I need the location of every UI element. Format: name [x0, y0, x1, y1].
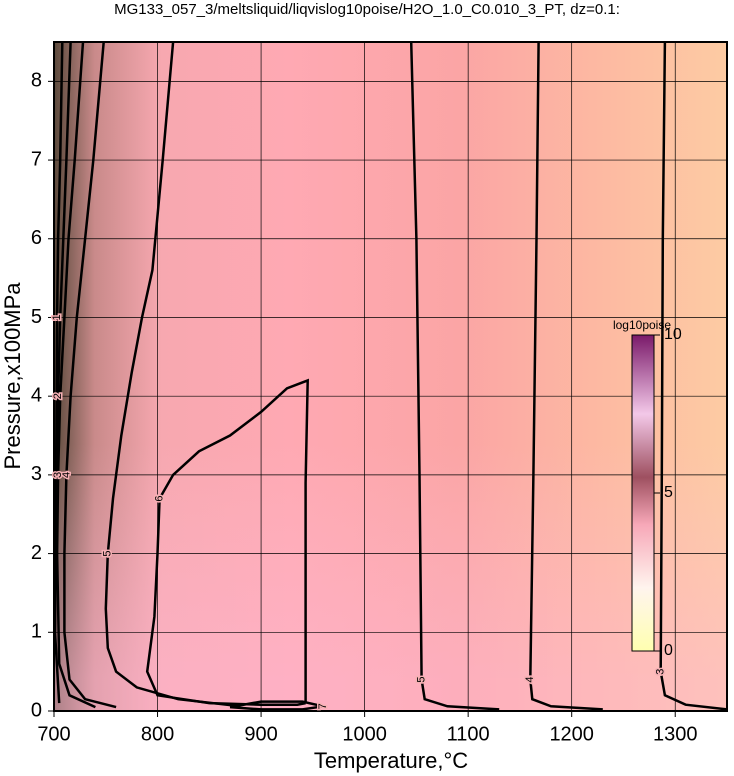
- colorbar: [631, 334, 655, 652]
- y-tick-label: 1: [31, 621, 42, 643]
- contour-label: 7: [317, 703, 329, 709]
- colorbar-tick-label: 0: [664, 642, 673, 659]
- y-tick-label: 4: [31, 384, 42, 406]
- colorbar-label: log10poise: [613, 318, 671, 332]
- field-shade: [54, 42, 727, 711]
- contour-label: 5: [415, 676, 427, 682]
- y-tick-label: 0: [31, 699, 42, 721]
- y-tick-label: 2: [31, 542, 42, 564]
- contour-label: 1: [51, 314, 63, 320]
- chart-title: MG133_057_3/meltsliquid/liqvislog10poise…: [114, 1, 620, 18]
- frame: [53, 41, 728, 712]
- x-tick-label: 1300: [653, 723, 698, 745]
- contour-label: 4: [524, 676, 536, 682]
- x-tick-label: 1100: [447, 723, 490, 745]
- contour-label: 4: [60, 472, 72, 478]
- contour-line: [659, 42, 727, 711]
- contour-line: [529, 42, 603, 711]
- y-tick-label: 5: [31, 306, 42, 328]
- contour-label: 5: [102, 551, 114, 557]
- contour-line: [229, 700, 324, 711]
- contour-label: 3: [52, 472, 64, 478]
- colorbar-tick-label: 5: [664, 484, 673, 501]
- x-axis-label: Temperature,°C: [314, 748, 468, 773]
- contour-label: 3: [655, 669, 667, 675]
- x-tick-label: 900: [244, 723, 277, 745]
- y-tick-label: 8: [31, 70, 42, 92]
- y-axis-label: Pressure,x100MPa: [0, 282, 25, 470]
- contour-label: 6: [154, 495, 166, 501]
- x-tick-label: 1000: [342, 723, 387, 745]
- y-tick-label: 7: [31, 148, 42, 170]
- contours: [54, 42, 727, 711]
- y-tick-label: 3: [31, 463, 42, 485]
- contour-line: [54, 42, 64, 633]
- contour-label: 2: [52, 393, 64, 399]
- colorbar-tick-label: 10: [664, 326, 682, 343]
- contour-line: [409, 42, 500, 711]
- x-tick-label: 800: [141, 723, 174, 745]
- contour-line: [63, 42, 117, 709]
- x-tick-label: 1200: [549, 723, 594, 745]
- y-tick-label: 6: [31, 227, 42, 249]
- x-tick-label: 700: [37, 723, 70, 745]
- contour-line: [55, 42, 96, 709]
- contour-line: [104, 42, 241, 708]
